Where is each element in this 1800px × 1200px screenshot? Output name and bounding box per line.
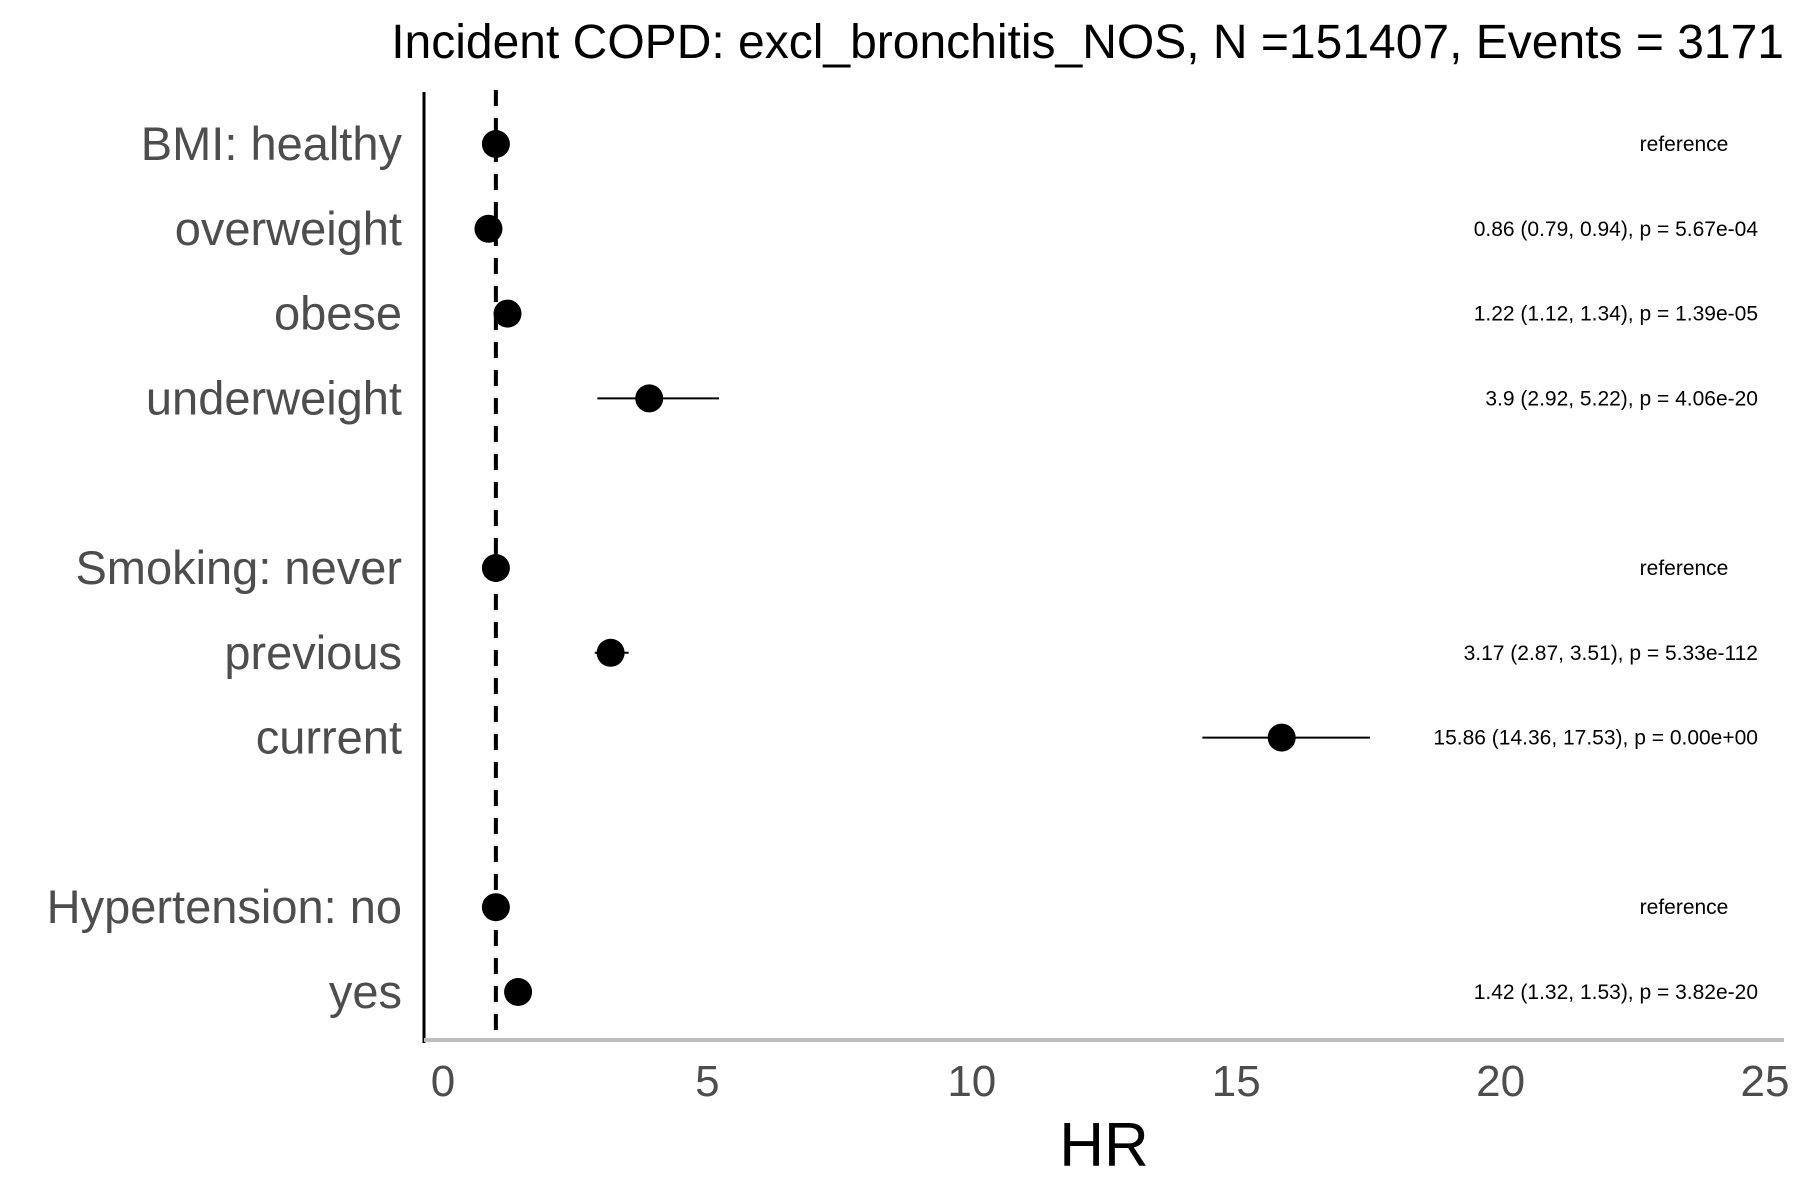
x-tick-label: 10 (947, 1057, 996, 1106)
row-annotation: 0.86 (0.79, 0.94), p = 5.67e-04 (1474, 218, 1759, 241)
row-annotation: 1.22 (1.12, 1.34), p = 1.39e-05 (1474, 303, 1758, 326)
hr-point (481, 554, 510, 582)
x-tick-label: 20 (1476, 1057, 1525, 1106)
x-tick-label: 5 (695, 1057, 719, 1106)
hr-point (481, 893, 510, 922)
row-label: BMI: healthy (141, 117, 403, 170)
hr-point (481, 130, 510, 158)
row-annotation: reference (1640, 896, 1729, 919)
hr-point (635, 384, 664, 413)
row-annotation: 3.9 (2.92, 5.22), p = 4.06e-20 (1485, 387, 1758, 410)
row-annotation: reference (1640, 133, 1729, 156)
row-label: Smoking: never (75, 541, 402, 594)
row-annotation: 15.86 (14.36, 17.53), p = 0.00e+00 (1433, 727, 1758, 750)
x-axis-ticks: 0 5 10 15 20 25 (431, 1057, 1790, 1106)
chart-title: Incident COPD: excl_bronchitis_NOS, N =1… (391, 16, 1784, 69)
row-annotation: 1.42 (1.32, 1.53), p = 3.82e-20 (1474, 981, 1758, 1004)
row-label: overweight (175, 202, 402, 255)
row-label: Hypertension: no (47, 880, 402, 933)
row-annotation: reference (1640, 557, 1729, 580)
x-tick-label: 0 (431, 1057, 455, 1106)
x-tick-label: 15 (1212, 1057, 1261, 1106)
hr-point (504, 978, 533, 1006)
hr-point (493, 299, 522, 328)
hr-point (1267, 723, 1296, 752)
row-label: obese (274, 287, 402, 340)
row-label: previous (224, 626, 402, 679)
hazard-ratio-points (474, 130, 1296, 1006)
x-axis-label: HR (1059, 1111, 1149, 1180)
row-label: yes (329, 965, 402, 1018)
hr-point (474, 214, 503, 243)
row-label: underweight (146, 371, 402, 424)
hr-point (596, 638, 625, 667)
row-labels: BMI: healthy overweight obese underweight Sm… (47, 117, 403, 1018)
x-tick-label: 25 (1741, 1057, 1790, 1106)
row-annotation: 3.17 (2.87, 3.51), p = 5.33e-112 (1464, 642, 1758, 665)
row-label: current (256, 711, 402, 764)
confidence-intervals (484, 227, 1370, 993)
estimate-annotations: reference 0.86 (0.79, 0.94), p = 5.67e-04… (1433, 133, 1758, 1004)
